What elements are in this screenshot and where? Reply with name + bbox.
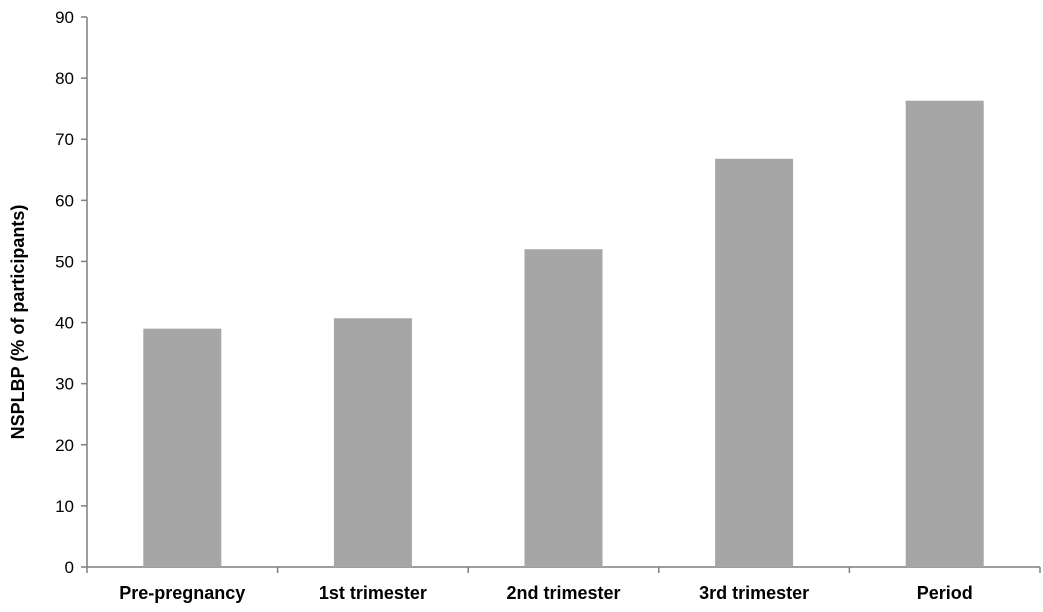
x-category-label: Pre-pregnancy xyxy=(119,583,245,603)
x-category-label: 2nd trimester xyxy=(506,583,620,603)
y-tick-labels: 0 10 20 30 40 50 60 70 80 90 xyxy=(55,8,74,577)
y-tick-label: 20 xyxy=(55,436,74,455)
y-tick-label: 10 xyxy=(55,497,74,516)
bar-pre-pregnancy xyxy=(143,328,222,567)
bar-3rd-trimester xyxy=(715,158,794,567)
y-tick-label: 30 xyxy=(55,375,74,394)
bar-2nd-trimester xyxy=(524,249,603,567)
y-tick-label: 90 xyxy=(55,8,74,27)
bar-period xyxy=(905,100,984,567)
y-tick-label: 40 xyxy=(55,314,74,333)
x-category-labels: Pre-pregnancy 1st trimester 2nd trimester 3… xyxy=(119,583,972,603)
y-axis-title: NSPLBP (% of participants) xyxy=(8,205,28,440)
y-tick-label: 0 xyxy=(65,558,74,577)
y-tick-label: 80 xyxy=(55,69,74,88)
x-category-label: 1st trimester xyxy=(319,583,427,603)
x-category-label: 3rd trimester xyxy=(699,583,809,603)
y-tick-label: 60 xyxy=(55,191,74,210)
bars xyxy=(143,100,984,567)
bar-1st-trimester xyxy=(333,318,412,567)
y-tick-label: 70 xyxy=(55,130,74,149)
y-tick-label: 50 xyxy=(55,252,74,271)
x-category-label: Period xyxy=(917,583,973,603)
